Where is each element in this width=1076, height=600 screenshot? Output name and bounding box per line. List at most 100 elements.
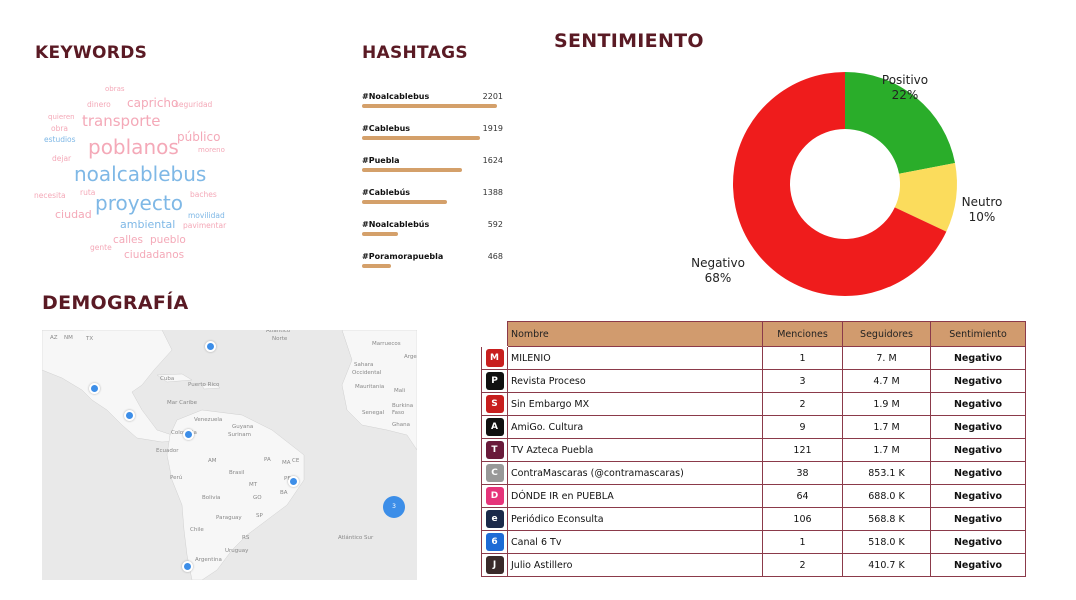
media-sentiment: Negativo <box>930 484 1026 508</box>
hashtag-row: #Poramorapuebla 468 <box>362 252 507 284</box>
map-place-label: MT <box>249 482 258 488</box>
media-mentions: 2 <box>762 392 843 416</box>
keyword-word: proyecto <box>95 191 183 215</box>
map-place-label: Ecuador <box>156 448 179 454</box>
logo-cell: D <box>481 484 508 508</box>
hashtag-bar <box>362 136 480 140</box>
map-place-label: Burkina <box>392 403 414 409</box>
map-place-label: Brasil <box>229 470 245 476</box>
keyword-word: necesita <box>34 191 66 200</box>
map-place-label: Norte <box>272 336 288 342</box>
donut-slice-negativo[interactable] <box>733 72 947 296</box>
media-logo-icon: D <box>485 487 504 505</box>
keyword-word: baches <box>190 190 217 199</box>
table-row[interactable]: T TV Azteca Puebla 121 1.7 M Negativo <box>481 438 1026 462</box>
map-marker[interactable] <box>89 383 100 394</box>
media-mentions: 106 <box>762 507 843 531</box>
table-row[interactable]: A AmiGo. Cultura 9 1.7 M Negativo <box>481 415 1026 439</box>
donut-category-label: Positivo <box>882 73 928 87</box>
media-logo-icon: C <box>485 464 504 482</box>
hashtag-bar <box>362 264 391 268</box>
map-place-label: AZ <box>50 335 58 341</box>
table-row[interactable]: M MILENIO 1 7. M Negativo <box>481 346 1026 370</box>
map-place-label: Mar Caribe <box>167 400 198 406</box>
column-header-nombre: Nombre <box>507 321 763 347</box>
map-place-label: Perú <box>170 475 183 481</box>
map-place-label: Argentina <box>195 557 222 563</box>
map-marker[interactable] <box>182 561 193 572</box>
keyword-word: movilidad <box>188 211 225 220</box>
keywords-title: KEYWORDS <box>35 43 148 63</box>
map-marker[interactable] <box>124 410 135 421</box>
media-name: Julio Astillero <box>507 553 763 577</box>
column-header-menciones: Menciones <box>762 321 843 347</box>
logo-cell: A <box>481 415 508 439</box>
keyword-word: poblanos <box>88 135 179 159</box>
media-sentiment: Negativo <box>930 392 1026 416</box>
hashtag-name: #Poramorapuebla <box>362 252 444 261</box>
map-place-label: Faso <box>392 410 405 416</box>
hashtags-list: #Noalcablebus 2201 #Cablebus 1919 #Puebla 162… <box>362 92 507 284</box>
map-place-label: Sahara <box>354 362 374 368</box>
media-sentiment: Negativo <box>930 530 1026 554</box>
map-place-label: Senegal <box>362 410 385 416</box>
table-row[interactable]: 6 Canal 6 Tv 1 518.0 K Negativo <box>481 530 1026 554</box>
media-mentions: 38 <box>762 461 843 485</box>
map-marker[interactable] <box>288 476 299 487</box>
table-row[interactable]: D DÓNDE IR en PUEBLA 64 688.0 K Negativo <box>481 484 1026 508</box>
map-place-label: Bolivia <box>202 495 221 501</box>
map-place-label: PA <box>264 457 271 463</box>
keyword-word: ambiental <box>120 218 176 231</box>
map-cluster-marker[interactable]: 3 <box>383 496 405 518</box>
map-marker[interactable] <box>205 341 216 352</box>
keyword-word: capricho <box>127 96 179 110</box>
hashtag-name: #Noalcablebus <box>362 92 430 101</box>
media-name: Periódico Econsulta <box>507 507 763 531</box>
map-place-label: BA <box>280 490 288 496</box>
keyword-word: quieren <box>48 113 75 121</box>
table-row[interactable]: J Julio Astillero 2 410.7 K Negativo <box>481 553 1026 577</box>
logo-cell: M <box>481 346 508 370</box>
logo-header <box>481 321 508 347</box>
table-row[interactable]: S Sin Embargo MX 2 1.9 M Negativo <box>481 392 1026 416</box>
media-mentions: 121 <box>762 438 843 462</box>
map-place-label: TX <box>86 336 94 342</box>
map-place-label: PE <box>284 476 291 482</box>
table-body: M MILENIO 1 7. M Negativo P Revista Proceso 3 4.… <box>481 346 1026 577</box>
media-name: TV Azteca Puebla <box>507 438 763 462</box>
hashtag-row: #Puebla 1624 <box>362 156 507 188</box>
map-place-label: Ghana <box>392 422 410 428</box>
hashtag-count: 1919 <box>482 124 503 133</box>
donut-slice-positivo[interactable] <box>845 72 956 174</box>
table-row[interactable]: P Revista Proceso 3 4.7 M Negativo <box>481 369 1026 393</box>
hashtag-row: #Noalcablebus 2201 <box>362 92 507 124</box>
media-sentiment: Negativo <box>930 507 1026 531</box>
logo-cell: S <box>481 392 508 416</box>
media-followers: 1.7 M <box>842 438 931 462</box>
media-followers: 4.7 M <box>842 369 931 393</box>
hashtag-row: #Cablebus 1919 <box>362 124 507 156</box>
map-landmasses <box>42 330 417 580</box>
media-table: Nombre Menciones Seguidores Sentimiento … <box>481 321 1026 577</box>
table-row[interactable]: e Periódico Econsulta 106 568.8 K Negativo <box>481 507 1026 531</box>
donut-slice-neutro[interactable] <box>894 163 957 232</box>
media-logo-icon: S <box>485 395 504 413</box>
demography-map[interactable]: AZ NM TX Atlántico Norte Marruecos Arge Sahara O… <box>42 330 417 580</box>
media-logo-icon: 6 <box>485 533 504 551</box>
map-marker[interactable] <box>183 429 194 440</box>
hashtag-count: 1388 <box>482 188 503 197</box>
hashtag-count: 1624 <box>482 156 503 165</box>
hashtag-count: 468 <box>487 252 503 261</box>
map-place-label: Venezuela <box>194 417 223 423</box>
keyword-word: estudios <box>44 135 76 144</box>
media-mentions: 64 <box>762 484 843 508</box>
table-row[interactable]: C ContraMascaras (@contramascaras) 38 853.1… <box>481 461 1026 485</box>
media-followers: 853.1 K <box>842 461 931 485</box>
map-place-label: Uruguay <box>225 548 249 554</box>
hashtag-name: #Cablebús <box>362 188 411 197</box>
hashtag-row: #Cablebús 1388 <box>362 188 507 220</box>
keyword-word: dinero <box>87 100 111 109</box>
media-sentiment: Negativo <box>930 461 1026 485</box>
hashtag-count: 2201 <box>482 92 503 101</box>
